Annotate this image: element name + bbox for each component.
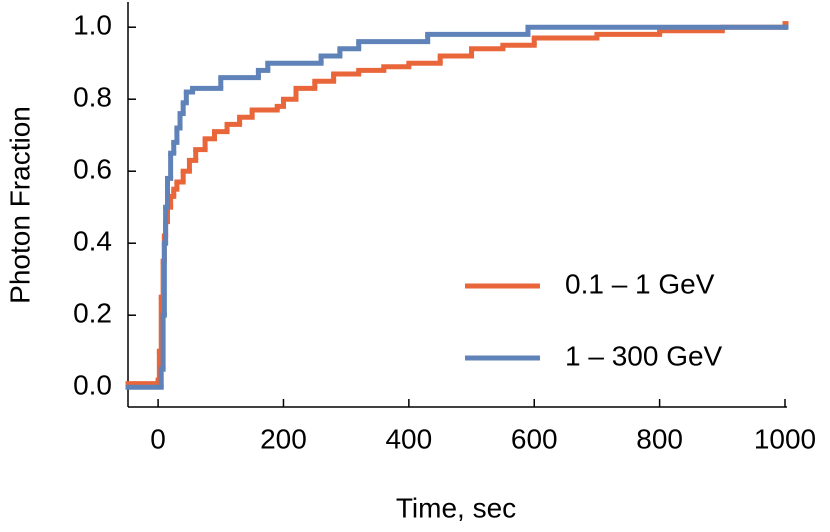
x-tick-label: 400 bbox=[385, 423, 432, 454]
y-tick-label: 1.0 bbox=[73, 10, 112, 41]
y-tick-label: 0.0 bbox=[73, 370, 112, 401]
legend-label: 0.1 – 1 GeV bbox=[565, 268, 715, 299]
legend-label: 1 – 300 GeV bbox=[565, 340, 723, 371]
y-tick-label: 0.8 bbox=[73, 82, 112, 113]
x-axis-title: Time, sec bbox=[396, 492, 516, 523]
y-tick-label: 0.4 bbox=[73, 226, 112, 257]
x-tick-label: 1000 bbox=[754, 423, 816, 454]
y-axis-title: Photon Fraction bbox=[4, 106, 35, 304]
y-tick-label: 0.2 bbox=[73, 298, 112, 329]
y-tick-label: 0.6 bbox=[73, 154, 112, 185]
x-tick-label: 200 bbox=[260, 423, 307, 454]
x-tick-label: 600 bbox=[511, 423, 558, 454]
x-tick-label: 0 bbox=[150, 423, 166, 454]
x-tick-label: 800 bbox=[636, 423, 683, 454]
